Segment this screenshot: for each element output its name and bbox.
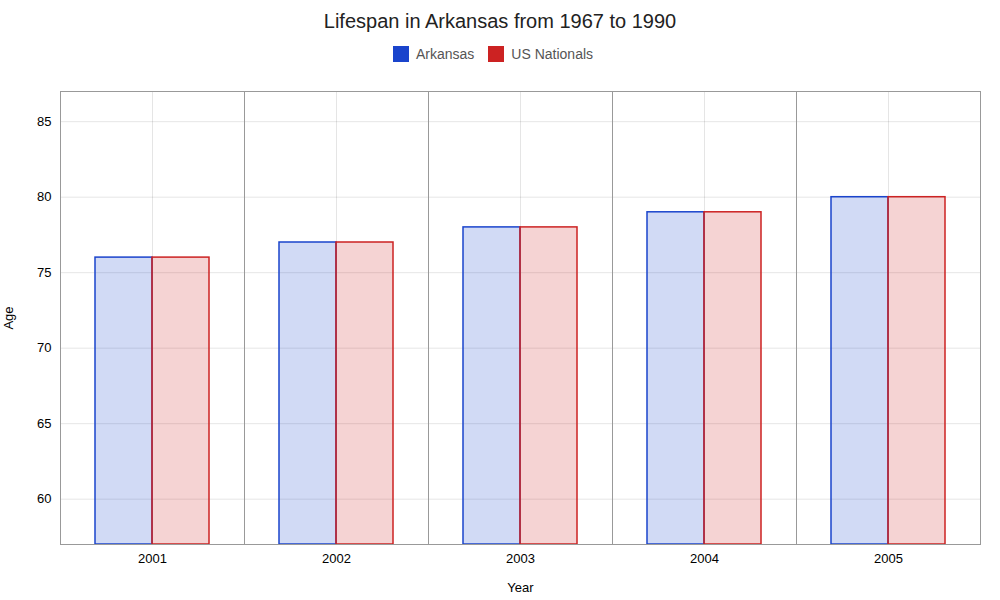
svg-text:85: 85 [37, 114, 51, 129]
svg-text:80: 80 [37, 189, 51, 204]
svg-text:Age: Age [1, 306, 16, 329]
html-text:US Nationals: US Nationals [511, 45, 593, 62]
svg-text:2002: 2002 [322, 551, 351, 566]
svg-text:75: 75 [37, 265, 51, 280]
svg-text:2004: 2004 [690, 551, 719, 566]
svg-text:Year: Year [507, 580, 534, 595]
svg-text:2005: 2005 [874, 551, 903, 566]
html-text:Lifespan in Arkansas from 1967: Lifespan in Arkansas from 1967 to 1990 [323, 10, 677, 32]
svg-text:2001: 2001 [138, 551, 167, 566]
svg-text:65: 65 [37, 416, 51, 431]
svg-text:2003: 2003 [506, 551, 535, 566]
svg-text:60: 60 [37, 491, 51, 506]
svg-text:70: 70 [37, 340, 51, 355]
html-text:Arkansas: Arkansas [416, 45, 475, 62]
